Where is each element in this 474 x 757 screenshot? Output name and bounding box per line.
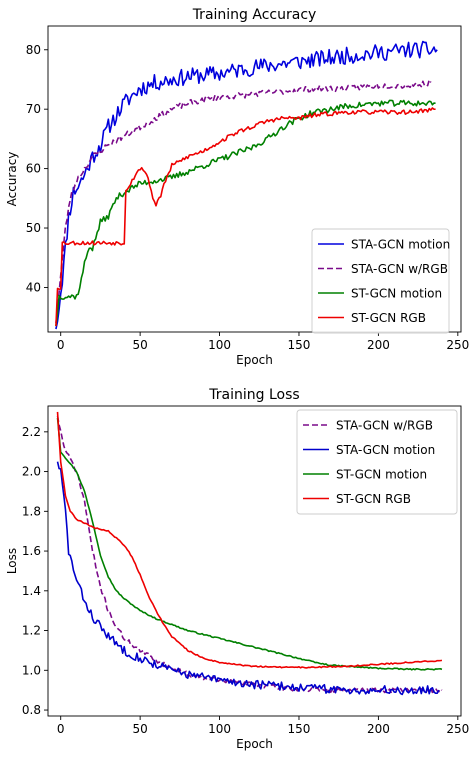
plot-area	[55, 40, 438, 330]
chart-loss: Training Loss 0 50 100 150 200 250 0.8 1.0 1.2 1.4…	[5, 387, 469, 751]
y-tick-label: 1.8	[22, 504, 41, 518]
legend: STA-GCN motion STA-GCN w/RGB ST-GCN motion…	[311, 228, 450, 334]
legend-label: ST-GCN RGB	[336, 492, 411, 506]
chart-title: Training Accuracy	[192, 7, 317, 23]
x-tick-label: 250	[446, 338, 469, 352]
y-tick-label: 0.8	[22, 703, 41, 717]
y-tick-label: 1.4	[22, 584, 41, 598]
y-tick-label: 40	[26, 280, 41, 294]
legend-label: ST-GCN motion	[351, 287, 442, 301]
x-tick-label: 100	[208, 722, 231, 736]
legend-box	[311, 228, 450, 334]
x-tick-label: 150	[288, 338, 311, 352]
legend-label: ST-GCN RGB	[351, 311, 426, 325]
x-tick-label: 150	[288, 722, 311, 736]
series-line	[56, 417, 443, 671]
legend-label: STA-GCN w/RGB	[336, 419, 433, 433]
y-tick-label: 70	[26, 102, 41, 116]
chart-accuracy: Training Accuracy 0 50 100 150 200 250 40 50 60 70…	[5, 7, 469, 367]
series-line	[55, 107, 436, 327]
y-tick-label: 2.0	[22, 465, 41, 479]
x-tick-label: 100	[208, 338, 231, 352]
x-axis-label: Epoch	[236, 353, 273, 367]
y-tick-label: 1.2	[22, 624, 41, 638]
x-tick-label: 200	[367, 722, 390, 736]
plot-area	[56, 411, 443, 696]
y-tick-label: 60	[26, 162, 41, 176]
y-tick-label: 80	[26, 43, 41, 57]
x-tick-label: 0	[57, 338, 65, 352]
legend-label: STA-GCN motion	[336, 443, 435, 457]
series-line	[56, 411, 443, 669]
legend-box	[296, 409, 458, 515]
legend-label: STA-GCN motion	[351, 238, 450, 252]
y-tick-label: 1.6	[22, 544, 41, 558]
y-tick-label: 2.2	[22, 425, 41, 439]
plot-frame	[47, 25, 462, 333]
plot-frame	[47, 405, 462, 717]
x-tick-label: 250	[446, 722, 469, 736]
y-axis-label: Accuracy	[5, 152, 19, 207]
x-axis-label: Epoch	[236, 737, 273, 751]
y-tick-label: 1.0	[22, 663, 41, 677]
series-line	[55, 40, 438, 330]
series-line	[55, 99, 436, 327]
legend-label: STA-GCN w/RGB	[351, 262, 448, 276]
y-axis-label: Loss	[5, 548, 19, 574]
series-line	[56, 461, 440, 696]
x-tick-label: 200	[367, 338, 390, 352]
y-tick-label: 50	[26, 221, 41, 235]
x-tick-label: 50	[132, 338, 147, 352]
chart-title: Training Loss	[208, 387, 299, 403]
x-tick-label: 0	[57, 722, 65, 736]
series-line	[55, 79, 432, 324]
x-tick-label: 50	[132, 722, 147, 736]
legend-label: ST-GCN motion	[336, 468, 427, 482]
legend: STA-GCN w/RGB STA-GCN motion ST-GCN motion…	[296, 409, 458, 515]
